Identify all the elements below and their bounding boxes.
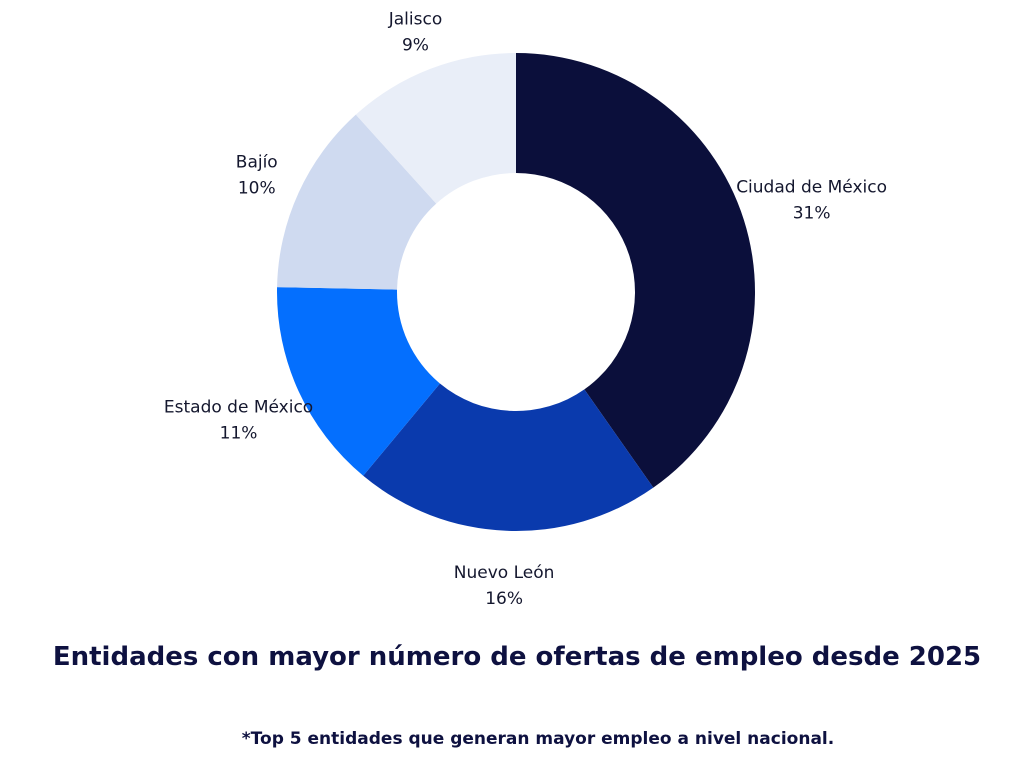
slice-value-estado-de-mexico: 11%: [220, 424, 258, 444]
slice-label-ciudad-de-mexico: Ciudad de México: [736, 178, 887, 198]
slice-bajio: [277, 114, 437, 290]
slice-value-nuevo-leon: 16%: [485, 589, 523, 609]
slice-group: [277, 53, 755, 531]
slice-value-bajio: 10%: [238, 179, 276, 199]
donut-chart: Ciudad de México 31% Nuevo León 16% Estado d…: [164, 10, 887, 609]
slice-label-jalisco: Jalisco: [388, 10, 442, 30]
slice-ciudad-de-mexico: [516, 53, 755, 488]
label-group: Ciudad de México 31% Nuevo León 16% Estado d…: [164, 10, 887, 609]
slice-value-ciudad-de-mexico: 31%: [793, 204, 831, 224]
slice-nuevo-leon: [363, 383, 654, 531]
slice-value-jalisco: 9%: [402, 36, 429, 56]
slice-label-bajio: Bajío: [236, 153, 278, 173]
slice-label-nuevo-leon: Nuevo León: [454, 563, 555, 583]
slice-estado-de-mexico: [277, 287, 440, 476]
slice-jalisco: [355, 53, 516, 204]
chart-footnote: *Top 5 entidades que generan mayor emple…: [241, 729, 835, 749]
slice-label-estado-de-mexico: Estado de México: [164, 398, 313, 418]
chart-title: Entidades con mayor número de ofertas de…: [52, 642, 982, 672]
